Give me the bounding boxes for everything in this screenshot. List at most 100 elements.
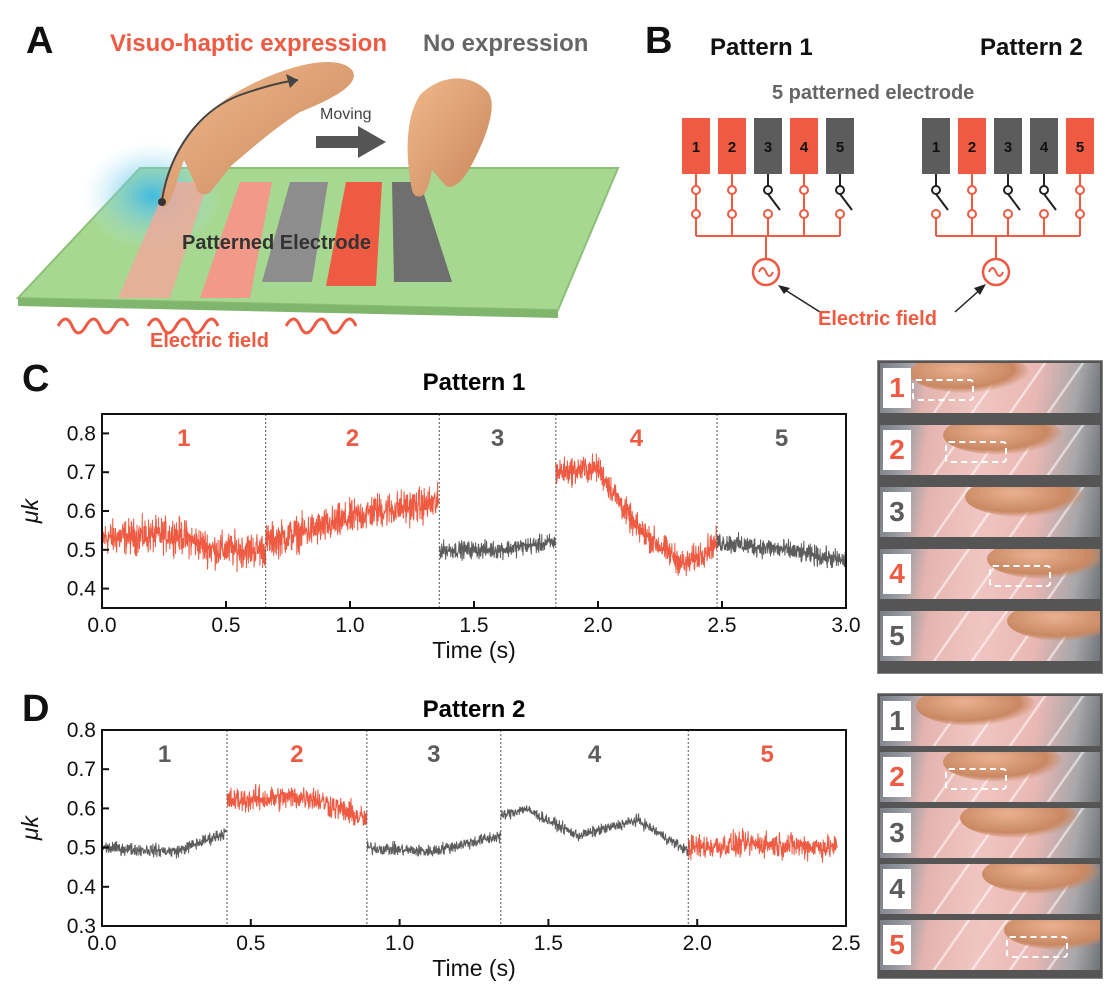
electrode-2-2: [958, 118, 986, 174]
chart1-x-tick-label: 2.0: [583, 614, 612, 637]
electrode-1-3: [754, 118, 782, 174]
panel-b: Pattern 1 Pattern 2 5 patterned electrod…: [660, 0, 1110, 360]
finger-image: [915, 696, 1036, 726]
chart1-x-tick-label: 3.0: [831, 614, 860, 637]
chart1-x-axis-label: Time (s): [432, 637, 515, 663]
chart1-series-segment-5: [716, 532, 847, 569]
chart2-segment-label: 5: [760, 741, 773, 768]
chart-pattern-2: Pattern 2 1 2 3 4 5 0.0 0.5 1.0 1.5 2.0 2.5 0.3 0.4 0.…: [17, 696, 860, 981]
switch-terminal: [691, 185, 701, 195]
contact-highlight-box: [1005, 936, 1068, 958]
chart2-series-segment-4: [500, 805, 689, 857]
finger-image: [1006, 611, 1100, 641]
chart-pattern-1: Pattern 1 1 2 3 4 5 0.0 0.5 1.0 1.5 2.0 2.5 3.0 0.4 0.…: [17, 369, 860, 663]
panel-a-field-label: Electric field: [150, 330, 269, 352]
chart2-series-segment-2: [226, 784, 368, 826]
chart1-series-segment-4: [555, 453, 718, 577]
chart1-title: Pattern 1: [423, 369, 526, 396]
chart2-y-tick-label: 0.6: [67, 797, 96, 820]
panel-a-illustration: [15, 62, 620, 335]
electrode-1-2: [718, 118, 746, 174]
electrode-label: Patterned Electrode: [182, 232, 371, 254]
chart2-x-tick-label: 0.0: [87, 932, 116, 955]
contact-highlight-box: [945, 441, 1007, 463]
switch-terminal: [1003, 185, 1013, 195]
chart1-y-tick-label: 0.5: [67, 539, 96, 562]
electrode-number: 4: [1040, 139, 1049, 156]
panel-b-field-label: Electric field: [818, 308, 937, 330]
touch-point: [158, 198, 166, 206]
switch-terminal: [1075, 185, 1085, 195]
electrode-strip-3: [262, 182, 328, 282]
chart1-y-tick-label: 0.8: [67, 422, 96, 445]
pattern1-frame-4: 4: [880, 549, 1100, 599]
frame-number: 3: [883, 813, 911, 853]
pattern1-frame-2: 2: [880, 425, 1100, 475]
electrode-1-5: [826, 118, 854, 174]
chart1-y-tick-label: 0.6: [67, 500, 96, 523]
panel-d-letter: D: [22, 688, 50, 730]
electrode-strip-4: [326, 182, 382, 286]
chart2-series-segment-1: [101, 828, 228, 859]
chart1-x-tick-label: 1.5: [459, 614, 488, 637]
chart1-plot-frame: [101, 413, 847, 609]
contact-highlight-box: [945, 768, 1007, 790]
electrode-2-5: [1066, 118, 1094, 174]
chart1-segment-label: 5: [775, 425, 788, 452]
electrode-2-4: [1030, 118, 1058, 174]
chart2-y-tick-label: 0.7: [67, 758, 96, 781]
chart1-series-segment-1: [101, 512, 267, 573]
electrode-number: 4: [800, 139, 809, 156]
electrode-number: 5: [1076, 139, 1084, 156]
panel-b-subtitle: 5 patterned electrode: [772, 82, 975, 104]
switch-terminal: [799, 185, 809, 195]
chart1-series-segment-3: [438, 533, 557, 561]
chart2-x-tick-label: 2.0: [683, 932, 712, 955]
pattern2-frame-1: 1: [880, 696, 1100, 746]
electrode-2-1: [922, 118, 950, 174]
contact-highlight-box: [989, 565, 1051, 587]
chart1-y-axis-label: μk: [17, 497, 43, 524]
open-switch: [935, 193, 949, 211]
electric-wave-3: [284, 317, 358, 335]
switch-terminal: [763, 185, 773, 195]
pattern1-frame-5: 5: [880, 611, 1100, 661]
electrode-2-3: [994, 118, 1022, 174]
electrode-number: 2: [728, 139, 736, 156]
open-switch: [1007, 193, 1021, 211]
frame-number: 2: [883, 757, 911, 797]
chart2-series-segment-5: [687, 828, 838, 863]
chart1-x-tick-label: 2.5: [707, 614, 736, 637]
electric-wave-1: [56, 317, 130, 335]
circuit-diagram: 1 2 3 4 5 1 2 3 4 5: [682, 118, 1094, 313]
switch-terminal: [835, 185, 845, 195]
finger-image: [959, 808, 1080, 838]
switch-terminal: [931, 185, 941, 195]
pattern1-frame-3: 3: [880, 487, 1100, 537]
open-switch: [767, 193, 781, 211]
chart1-segment-label: 3: [491, 425, 504, 452]
electrode-number: 3: [1004, 139, 1012, 156]
open-switch: [1043, 193, 1057, 211]
frame-number: 2: [883, 430, 911, 470]
pattern2-frame-2: 2: [880, 752, 1100, 802]
panel-a-letter: A: [26, 20, 54, 62]
panel-b-letter: B: [645, 20, 673, 62]
pattern2-title: Pattern 2: [980, 34, 1083, 61]
chart2-x-tick-label: 2.5: [831, 932, 860, 955]
hand-right: [407, 78, 492, 197]
chart1-y-tick-label: 0.7: [67, 461, 96, 484]
chart2-y-tick-label: 0.3: [67, 915, 96, 938]
chart1-y-tick-label: 0.4: [67, 578, 97, 601]
pattern2-frame-5: 5: [880, 920, 1100, 970]
electrode-number: 5: [836, 139, 844, 156]
chart2-segment-label: 4: [588, 741, 602, 768]
chart2-x-tick-label: 0.5: [236, 932, 265, 955]
pattern1-frame-1: 1: [880, 363, 1100, 413]
chart1-series-segment-2: [265, 481, 440, 560]
finger-image: [965, 487, 1085, 517]
chart2-y-tick-label: 0.8: [67, 719, 96, 742]
pattern2-frame-3: 3: [880, 808, 1100, 858]
panel-a: Visuo-haptic expression No expression: [0, 0, 640, 360]
electrode-number: 1: [932, 139, 940, 156]
